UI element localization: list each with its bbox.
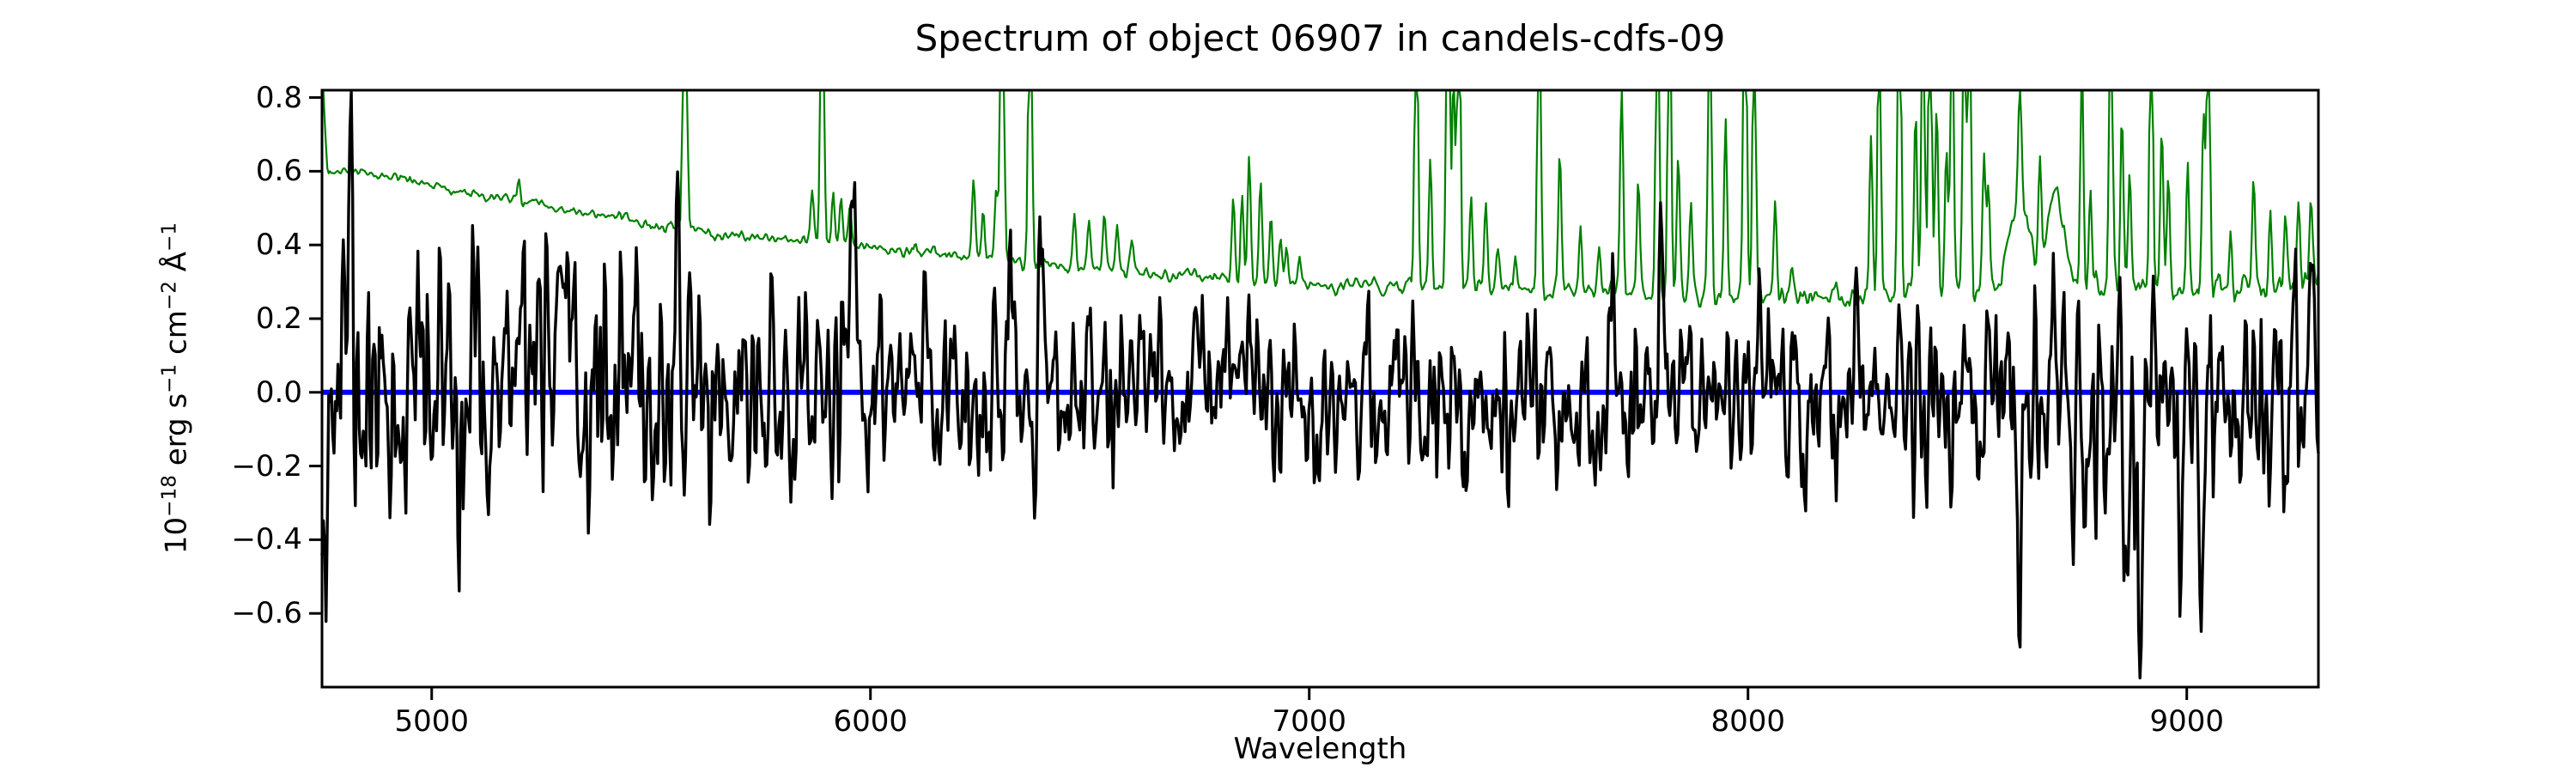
- y-tick-label: −0.2: [231, 448, 302, 484]
- x-tick-label: 7000: [1272, 704, 1346, 739]
- x-tick-label: 8000: [1710, 704, 1785, 739]
- y-tick-label: 0.2: [255, 301, 302, 336]
- x-tick-label: 6000: [833, 704, 908, 739]
- y-tick-label: 0.0: [255, 374, 302, 410]
- axes-spines: [320, 88, 2320, 689]
- x-tick-label: 9000: [2149, 704, 2224, 739]
- y-tick-label: 0.6: [255, 154, 302, 189]
- y-tick-label: 0.4: [255, 228, 302, 263]
- x-axis-label: Wavelength: [1233, 732, 1407, 766]
- chart-title: Spectrum of object 06907 in candels-cdfs…: [914, 17, 1726, 59]
- y-tick-label: −0.6: [231, 596, 302, 631]
- noise-sky-spectrum: [322, 88, 2320, 308]
- y-tick-label: −0.4: [231, 522, 302, 557]
- y-tick-label: 0.8: [255, 80, 302, 115]
- x-tick-label: 5000: [394, 704, 469, 739]
- object-flux-spectrum: [320, 90, 2320, 679]
